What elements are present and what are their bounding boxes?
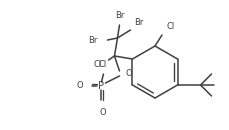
Text: Cl: Cl bbox=[98, 60, 106, 69]
Text: O: O bbox=[125, 70, 131, 79]
Text: O: O bbox=[99, 108, 105, 117]
Text: Br: Br bbox=[114, 11, 124, 20]
Text: P: P bbox=[98, 81, 104, 91]
Text: Cl: Cl bbox=[166, 22, 174, 31]
Text: Br: Br bbox=[88, 35, 97, 44]
Text: Br: Br bbox=[134, 18, 143, 27]
Text: Cl: Cl bbox=[93, 60, 101, 69]
Text: O: O bbox=[76, 82, 83, 90]
